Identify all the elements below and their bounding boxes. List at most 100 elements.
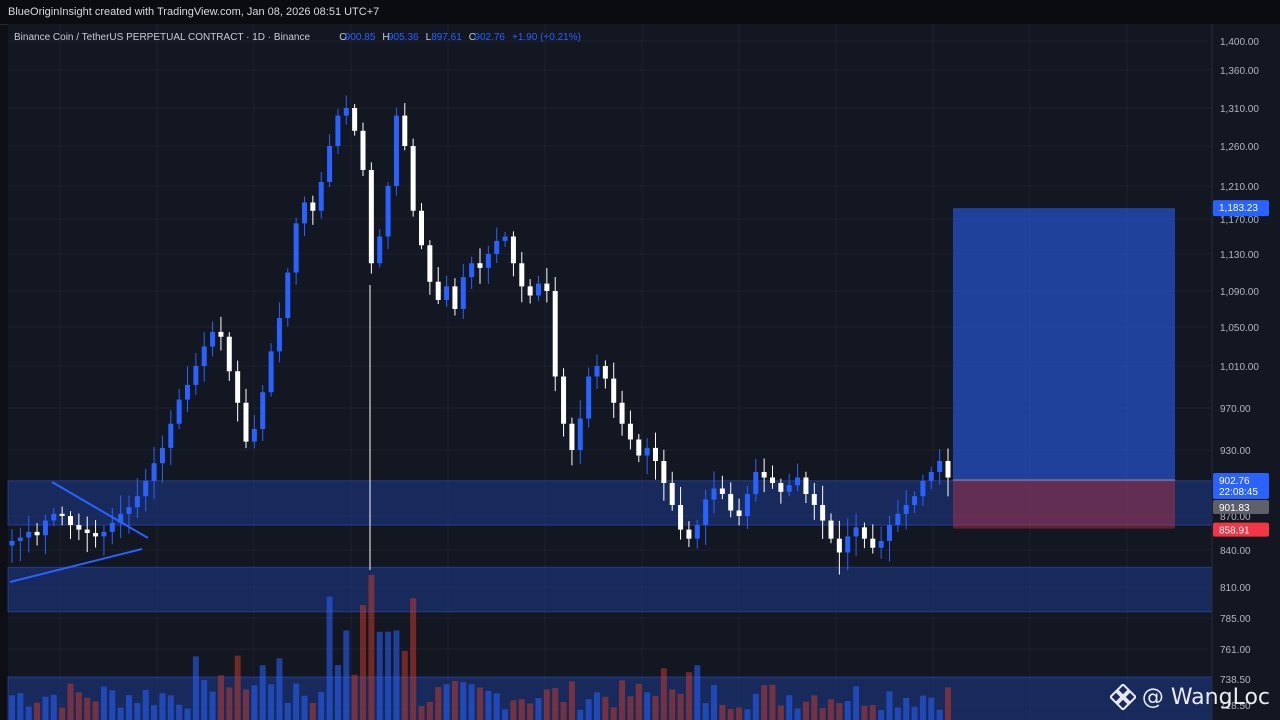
volume-bar: [518, 699, 525, 720]
candle-body: [895, 513, 901, 526]
candle-body: [770, 477, 775, 483]
candle-body: [201, 346, 207, 366]
candle-body: [569, 423, 575, 450]
last-price-label: 22:08:45: [1219, 487, 1258, 498]
volume-bar: [309, 702, 316, 720]
candle-body: [368, 170, 374, 264]
candle-body: [686, 529, 692, 539]
candle-body: [343, 108, 349, 116]
target-price-label: 1,183.23: [1219, 203, 1258, 214]
change-label: +1.90 (+0.21%): [512, 32, 581, 43]
candle-body: [293, 223, 299, 273]
candle-body: [109, 522, 115, 532]
volume-bar: [652, 695, 659, 720]
candle-body: [302, 202, 307, 224]
candle-body: [577, 418, 583, 450]
price-tick-label: 930.00: [1220, 446, 1251, 457]
candle-body: [419, 210, 424, 246]
volume-bar: [109, 690, 116, 720]
price-tick-label: 1,090.00: [1220, 287, 1259, 298]
ohlc-key: L: [426, 32, 432, 43]
volume-bar: [510, 700, 517, 720]
candle-body: [836, 538, 842, 553]
candle-body: [912, 496, 918, 505]
candle-body: [703, 499, 709, 526]
volume-bar: [142, 689, 149, 720]
candle-body: [9, 540, 15, 546]
price-tick-label: 1,310.00: [1220, 104, 1259, 115]
candle-body: [878, 540, 884, 548]
price-tick-label: 810.00: [1220, 583, 1251, 594]
candle-body: [26, 531, 32, 538]
volume-bar: [243, 689, 249, 720]
candle-body: [803, 477, 809, 494]
candle-body: [151, 463, 157, 481]
candle-body: [744, 494, 750, 516]
candle-body: [210, 331, 216, 347]
ohlc-value: 900.85: [345, 32, 376, 43]
price-tick-label: 761.00: [1220, 645, 1251, 656]
volume-bar: [468, 684, 475, 720]
volume-bar: [694, 665, 701, 720]
candle-body: [176, 399, 182, 424]
candle-body: [410, 146, 416, 211]
price-tick-label: 1,260.00: [1220, 142, 1259, 153]
candle-body: [494, 240, 500, 254]
volume-bar: [903, 697, 910, 720]
price-tick-label: 1,360.00: [1220, 66, 1259, 77]
candle-body: [435, 281, 441, 300]
volume-bar: [677, 693, 684, 720]
candle-body: [485, 254, 491, 268]
candle-body: [352, 108, 358, 131]
candle-body: [653, 447, 658, 461]
volume-bar: [485, 690, 492, 720]
ohlc-value: 905.36: [388, 32, 419, 43]
candle-body: [728, 494, 734, 511]
ohlc-key: H: [382, 32, 389, 43]
volume-bar: [410, 598, 417, 720]
credit-text: BlueOriginInsight created with TradingVi…: [8, 6, 380, 18]
volume-bar: [284, 702, 291, 720]
candle-body: [811, 494, 817, 505]
volume-bar: [59, 707, 66, 720]
candle-body: [544, 283, 550, 291]
volume-bar: [786, 695, 793, 720]
candle-body: [393, 115, 399, 186]
stop-price-label-bg: [1213, 522, 1269, 537]
candle-body: [17, 537, 23, 541]
volume-bar: [727, 708, 734, 720]
volume-bar: [752, 693, 759, 720]
candle-body: [561, 376, 567, 424]
volume-bar: [794, 708, 801, 720]
volume-bar: [602, 696, 609, 720]
candle-body: [945, 461, 951, 478]
candle-body: [661, 461, 667, 483]
candle-body: [193, 366, 199, 385]
candle-body: [168, 423, 174, 448]
volume-bar: [184, 708, 191, 720]
candle-body: [260, 392, 266, 429]
price-tick-label: 1,170.00: [1220, 215, 1259, 226]
volume-bar: [217, 675, 224, 720]
volume-bar: [560, 701, 567, 720]
volume-bar: [869, 705, 876, 720]
candle-body: [786, 485, 792, 492]
candle-body: [134, 496, 140, 508]
candle-body: [795, 477, 801, 486]
candle-body: [602, 366, 608, 379]
candle-body: [594, 366, 600, 377]
volume-bar: [259, 665, 266, 720]
candle-body: [235, 371, 241, 403]
candle-body: [469, 263, 475, 278]
volume-bar: [34, 702, 41, 720]
volume-bar: [928, 697, 935, 720]
volume-bar: [527, 703, 534, 720]
candle-body: [118, 513, 124, 523]
triangle-lower-trendline: [9, 548, 143, 583]
price-tick-label: 840.00: [1220, 546, 1251, 557]
candle-body: [694, 525, 700, 539]
candle-body: [903, 505, 909, 514]
candle-body: [627, 423, 633, 440]
candle-body: [34, 531, 40, 536]
